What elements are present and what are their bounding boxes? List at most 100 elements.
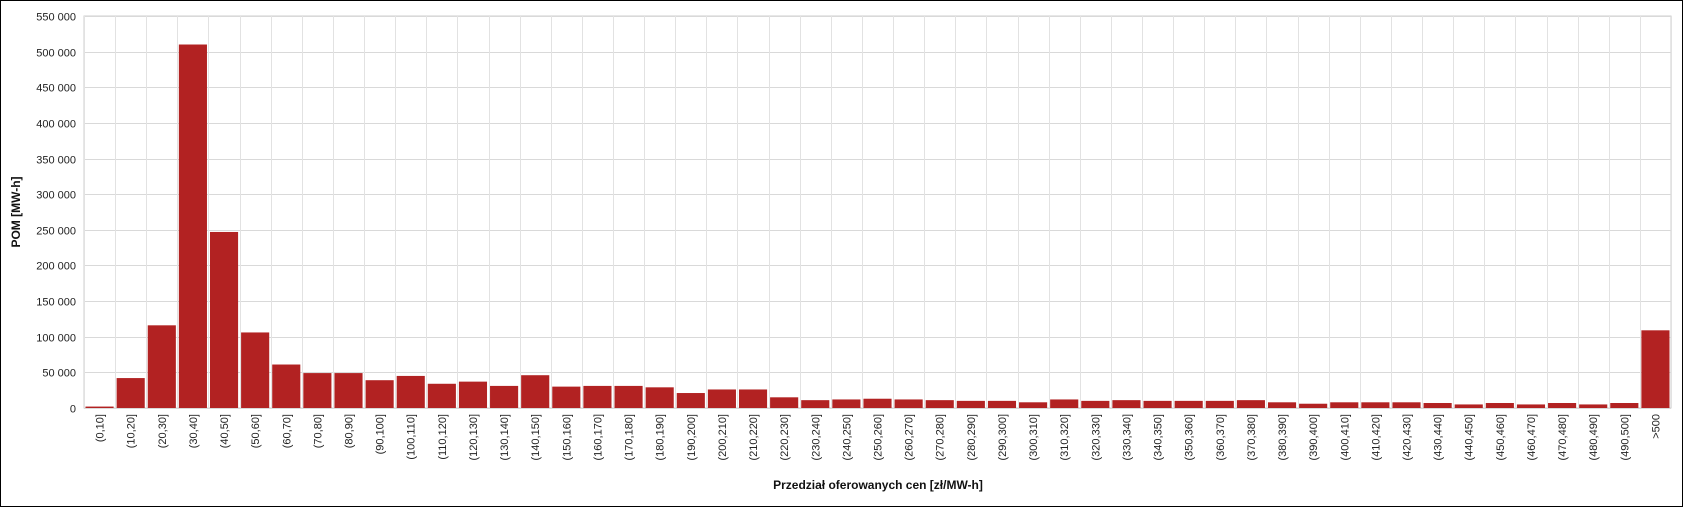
x-tick-label: (200,210] (717, 414, 729, 460)
bar (1299, 403, 1328, 408)
x-tick-label: (300,310] (1028, 414, 1040, 460)
y-tick-label: 50 000 (42, 368, 76, 380)
x-tick-label: (0,10] (95, 414, 107, 442)
x-tick-label: (430,440] (1433, 414, 1445, 460)
bar (614, 385, 643, 408)
x-tick-label: (230,240] (810, 414, 822, 460)
bar (1610, 403, 1639, 408)
x-tick-label: (450,460] (1495, 414, 1507, 460)
x-tick-label: (260,270] (904, 414, 916, 460)
grid-lines (83, 15, 1672, 409)
bar (334, 373, 363, 408)
x-tick-label: (110,120] (437, 414, 449, 460)
x-tick-label: (240,250] (841, 414, 853, 460)
bars-group (85, 44, 1670, 408)
bar (1081, 400, 1110, 408)
x-tick-label: (250,260] (873, 414, 885, 460)
x-tick-label: (190,200] (686, 414, 698, 460)
bar (1205, 400, 1234, 408)
y-tick-label: 200 000 (36, 261, 76, 273)
x-tick-label: (390,400] (1308, 414, 1320, 460)
x-tick-label: (330,340] (1121, 414, 1133, 460)
x-tick-label: (350,360] (1184, 414, 1196, 460)
bar (1485, 403, 1514, 408)
x-tick-label: (370,380] (1246, 414, 1258, 460)
bar (365, 380, 394, 408)
x-tick-label: (220,230] (779, 414, 791, 460)
x-tick-label: (270,280] (935, 414, 947, 460)
bar (241, 332, 270, 408)
bar (1050, 399, 1079, 408)
x-tick-label: (280,290] (966, 414, 978, 460)
bar (1548, 403, 1577, 408)
y-tick-label: 500 000 (36, 48, 76, 60)
bar (583, 385, 612, 408)
bar (147, 325, 176, 408)
x-tick-label: (180,190] (655, 414, 667, 460)
x-tick-label: (80,90] (344, 414, 356, 448)
x-tick-label: (160,170] (592, 414, 604, 460)
x-tick-label: (460,470] (1526, 414, 1538, 460)
x-tick-label: (170,180] (624, 414, 636, 460)
bar (894, 399, 923, 408)
bar (1392, 402, 1421, 408)
x-tick-label: (10,20] (126, 414, 138, 448)
x-tick-label: (20,30] (157, 414, 169, 448)
plot-area (83, 15, 1672, 409)
x-tick-label: (30,40] (188, 414, 200, 448)
x-tick-label: (320,330] (1090, 414, 1102, 460)
x-tick-label: (380,390] (1277, 414, 1289, 460)
bar (209, 231, 239, 408)
x-tick-label: (140,150] (530, 414, 542, 460)
bar (1236, 400, 1265, 408)
x-tick-label: (100,110] (406, 414, 418, 460)
bar (676, 393, 705, 408)
bar (1019, 402, 1048, 408)
bar (707, 389, 736, 408)
bar (738, 389, 768, 408)
x-tick-label: (360,370] (1215, 414, 1227, 460)
y-tick-label: 250 000 (36, 226, 76, 238)
bar (1330, 402, 1359, 408)
bar (178, 44, 207, 408)
x-tick-label: (400,410] (1339, 414, 1351, 460)
bar (552, 386, 581, 408)
x-tick-label: (490,500] (1619, 414, 1631, 460)
bar (925, 400, 954, 408)
bar (1423, 403, 1452, 408)
x-tick-label: (120,130] (468, 414, 480, 460)
x-tick-labels: (0,10] (10,20] (20,30] (30,40] (40,50] (50,60… (95, 414, 1663, 460)
bar (832, 399, 861, 408)
bar (490, 385, 519, 408)
y-tick-label: 400 000 (36, 119, 76, 131)
y-tick-label: 100 000 (36, 333, 76, 345)
x-axis-title: Przedział oferowanych cen [zł/MW-h] (773, 478, 983, 492)
x-tick-label: (210,220] (748, 414, 760, 460)
bar (1174, 400, 1203, 408)
bar (427, 383, 456, 408)
x-tick-label: (130,140] (499, 414, 511, 460)
bar (1112, 400, 1141, 408)
bar (801, 400, 830, 408)
x-tick-label: (90,100] (375, 414, 387, 454)
bar (956, 400, 985, 408)
x-tick-label: (440,450] (1464, 414, 1476, 460)
x-tick-label: (60,70] (281, 414, 293, 448)
y-tick-labels: 0 50 000 100 000 150 000 200 000 250 000 300 0… (36, 12, 76, 416)
bar (116, 378, 145, 408)
bar (1143, 400, 1172, 408)
x-tick-label: >500 (1650, 414, 1662, 439)
bar (1579, 404, 1608, 408)
y-tick-label: 450 000 (36, 83, 76, 95)
x-tick-label: (40,50] (219, 414, 231, 448)
y-axis-title: POM [MW-h] (9, 176, 23, 247)
y-tick-label: 350 000 (36, 155, 76, 167)
x-tick-label: (150,160] (561, 414, 573, 460)
y-tick-label: 0 (70, 404, 76, 416)
bar (396, 375, 425, 408)
x-tick-label: (470,480] (1557, 414, 1569, 460)
bar (1641, 330, 1670, 408)
bar (85, 406, 114, 408)
